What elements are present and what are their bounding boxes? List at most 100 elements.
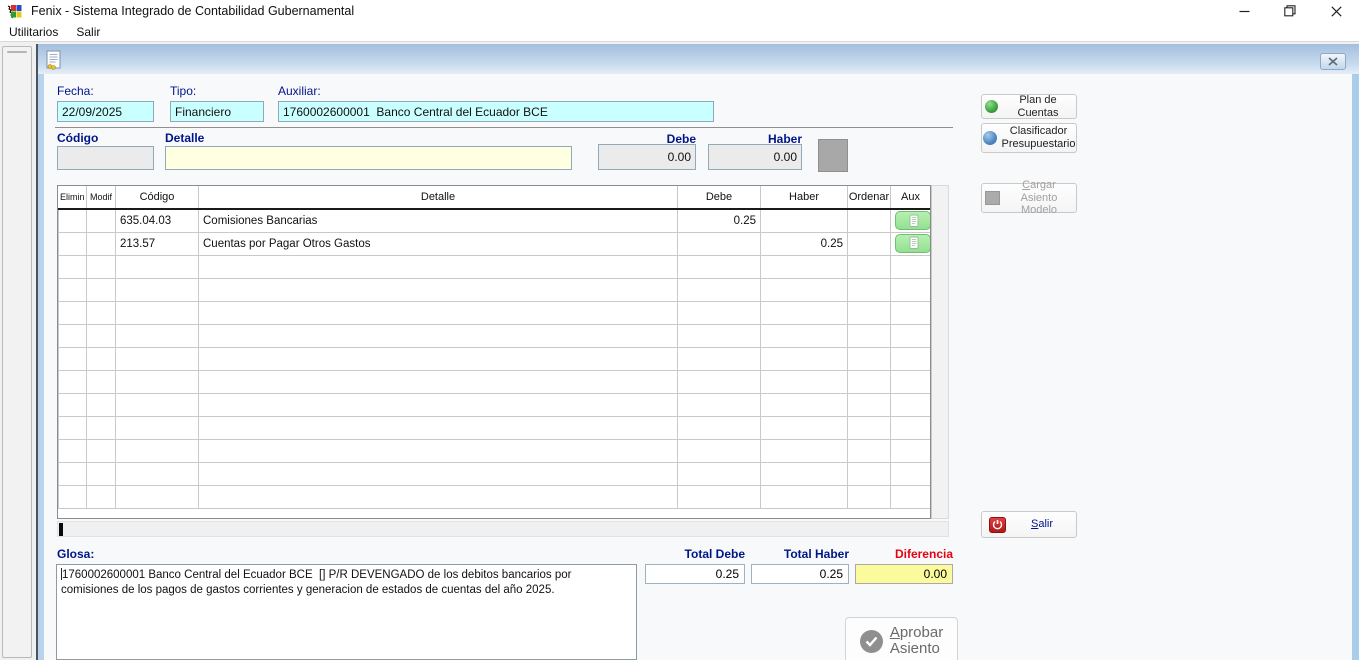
aux-document-icon (909, 236, 918, 250)
table-horizontal-scrollbar[interactable] (57, 521, 949, 537)
green-sphere-icon (985, 100, 998, 113)
detalle-cell: Comisiones Bancarias (198, 209, 678, 233)
child-close-button[interactable] (1320, 53, 1346, 70)
modif-cell[interactable] (86, 232, 116, 256)
detalle-cell (198, 255, 678, 279)
haber-cell (760, 370, 848, 394)
panel-grip-handle[interactable] (7, 51, 27, 53)
codigo-entry-input[interactable] (57, 146, 154, 170)
haber-cell (760, 439, 848, 463)
elimin-cell[interactable] (58, 232, 87, 256)
minimize-button[interactable] (1221, 0, 1267, 22)
empty-row (58, 347, 930, 371)
empty-row (58, 393, 930, 417)
scrollbar-thumb[interactable] (59, 523, 63, 536)
collapsed-side-panel[interactable] (2, 46, 32, 658)
empty-row (58, 462, 930, 486)
close-button[interactable] (1313, 0, 1359, 22)
empty-row (58, 255, 930, 279)
codigo-cell (115, 462, 199, 486)
window-title: Fenix - Sistema Integrado de Contabilida… (31, 4, 355, 18)
elimin-cell (58, 462, 87, 486)
haber-cell (760, 485, 848, 509)
empty-row (58, 370, 930, 394)
modif-cell (86, 462, 116, 486)
header-ordenar: Ordenar (847, 186, 891, 210)
salir-button[interactable]: Salir (981, 511, 1077, 538)
fecha-input[interactable]: 22/09/2025 (57, 101, 154, 122)
haber-cell (760, 301, 848, 325)
detalle-cell (198, 324, 678, 348)
tipo-input[interactable]: Financiero (170, 101, 264, 122)
aux-cell (890, 255, 930, 279)
auxiliar-input[interactable]: 1760002600001 Banco Central del Ecuador … (278, 101, 714, 122)
codigo-cell (115, 393, 199, 417)
table-header-row: Elimin Modif Código Detalle Debe Haber O… (58, 186, 930, 210)
detalle-entry-input[interactable] (165, 146, 572, 170)
elimin-cell (58, 255, 87, 279)
window-controls (1221, 0, 1359, 22)
menubar: Utilitarios Salir (0, 22, 1359, 42)
add-entry-button[interactable] (818, 139, 848, 172)
entry-row: 635.04.03 Comisiones Bancarias 0.25 (58, 209, 930, 233)
aux-button[interactable] (895, 211, 930, 230)
detalle-cell (198, 416, 678, 440)
debe-cell (677, 324, 761, 348)
glosa-textarea[interactable]: 1760002600001 Banco Central del Ecuador … (56, 564, 637, 660)
debe-cell (677, 255, 761, 279)
elimin-cell[interactable] (58, 209, 87, 233)
ordenar-cell (847, 347, 891, 371)
blue-sphere-icon (982, 131, 997, 145)
table-vertical-scrollbar[interactable] (931, 185, 949, 519)
modif-cell (86, 393, 116, 417)
total-debe-label: Total Debe (684, 547, 745, 561)
codigo-cell: 213.57 (115, 232, 199, 256)
modif-cell (86, 485, 116, 509)
header-elimin: Elimin (58, 186, 87, 210)
haber-entry-input[interactable]: 0.00 (708, 144, 802, 170)
aux-cell (890, 393, 930, 417)
modif-cell[interactable] (86, 209, 116, 233)
aux-document-icon (909, 214, 918, 227)
tipo-label: Tipo: (170, 84, 197, 98)
debe-entry-input[interactable]: 0.00 (598, 144, 696, 170)
modif-cell (86, 301, 116, 325)
diferencia-value: 0.00 (855, 564, 953, 584)
aux-cell (890, 347, 930, 371)
ordenar-cell (847, 393, 891, 417)
empty-row (58, 485, 930, 509)
diferencia-label: Diferencia (894, 547, 953, 561)
aux-cell (890, 209, 930, 233)
haber-cell (760, 462, 848, 486)
modif-cell (86, 347, 116, 371)
debe-cell (677, 462, 761, 486)
auxiliar-label: Auxiliar: (278, 84, 321, 98)
clasificador-label: Clasificador Presupuestario (1001, 125, 1076, 150)
codigo-label: Código (57, 131, 99, 145)
debe-label: Debe (666, 132, 696, 146)
debe-cell (677, 370, 761, 394)
debe-cell (677, 485, 761, 509)
debe-cell (677, 278, 761, 302)
debe-cell (677, 416, 761, 440)
restore-button[interactable] (1267, 0, 1313, 22)
aux-button[interactable] (895, 233, 930, 253)
ordenar-cell (847, 255, 891, 279)
plan-de-cuentas-button[interactable]: Plan de Cuentas (981, 94, 1077, 119)
debe-cell: 0.25 (677, 209, 761, 233)
detalle-cell (198, 370, 678, 394)
cargar-asiento-modelo-button[interactable]: Cargar Asiento Modelo (981, 179, 1077, 216)
menu-salir[interactable]: Salir (76, 24, 101, 39)
ordenar-cell (847, 439, 891, 463)
header-detalle: Detalle (198, 186, 678, 210)
detalle-cell (198, 278, 678, 302)
ordenar-cell (847, 232, 891, 256)
clasificador-presupuestario-button[interactable]: Clasificador Presupuestario (981, 123, 1077, 153)
codigo-cell (115, 439, 199, 463)
modif-cell (86, 324, 116, 348)
elimin-cell (58, 416, 87, 440)
haber-cell: 0.25 (760, 232, 848, 256)
aprobar-asiento-button[interactable]: Aprobar Asiento (845, 617, 958, 660)
menu-utilitarios[interactable]: Utilitarios (9, 24, 59, 39)
